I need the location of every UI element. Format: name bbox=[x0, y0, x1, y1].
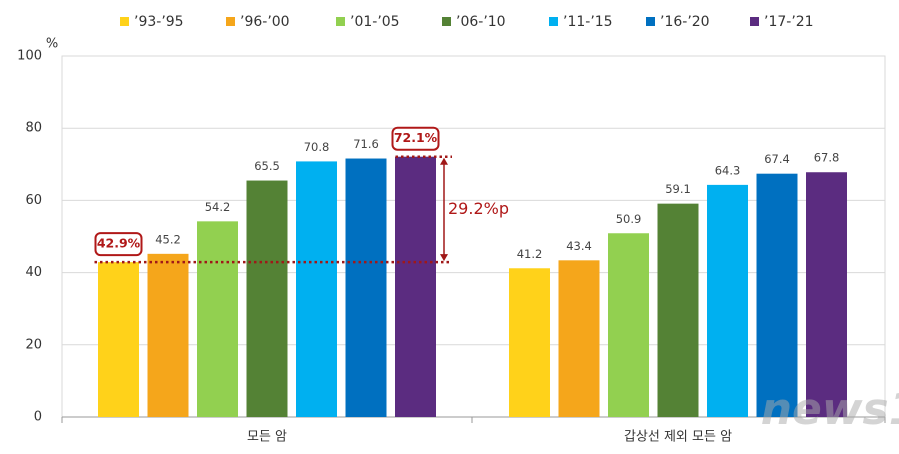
bar bbox=[707, 184, 748, 417]
annotation: 29.2%p bbox=[448, 199, 509, 218]
value-label: 67.4 bbox=[764, 152, 790, 166]
value-label: 54.2 bbox=[205, 200, 231, 214]
y-tick-label: 40 bbox=[25, 265, 42, 280]
bar bbox=[345, 158, 387, 418]
y-tick-label: 100 bbox=[17, 49, 42, 64]
legend-swatch bbox=[226, 17, 235, 26]
bar bbox=[246, 180, 288, 417]
x-tick-label: 모든 암 bbox=[247, 430, 287, 445]
bar bbox=[806, 172, 847, 417]
legend-swatch bbox=[442, 17, 451, 26]
legend-label: ’16-’20 bbox=[660, 14, 710, 30]
bar bbox=[395, 156, 436, 417]
value-label: 45.2 bbox=[155, 232, 181, 246]
legend-label: ’06-’10 bbox=[456, 14, 506, 30]
arrow-head bbox=[440, 254, 448, 262]
value-label: 71.6 bbox=[353, 137, 379, 151]
y-tick-label: 20 bbox=[25, 337, 42, 352]
legend-label: ’93-’95 bbox=[134, 14, 184, 30]
y-tick-label: 0 bbox=[34, 410, 42, 425]
highlight-label: 72.1% bbox=[394, 130, 438, 145]
bar bbox=[558, 260, 600, 417]
y-tick-label: 80 bbox=[25, 121, 42, 136]
arrow-head bbox=[440, 157, 448, 165]
legend-swatch bbox=[750, 17, 759, 26]
legend-label: ’17-’21 bbox=[764, 14, 814, 30]
bar bbox=[296, 161, 337, 417]
watermark: news1 bbox=[761, 384, 899, 435]
bar bbox=[657, 203, 699, 417]
bar bbox=[756, 173, 798, 417]
value-label: 65.5 bbox=[254, 159, 280, 173]
value-label: 41.2 bbox=[517, 247, 543, 261]
value-label: 43.4 bbox=[566, 239, 592, 253]
legend-swatch bbox=[549, 17, 558, 26]
x-tick-label: 갑상선 제외 모든 암 bbox=[624, 430, 732, 445]
highlight-box bbox=[94, 232, 143, 257]
value-label: 67.8 bbox=[814, 151, 840, 165]
bar bbox=[509, 268, 550, 417]
value-label: 64.3 bbox=[715, 163, 741, 177]
bar bbox=[147, 253, 189, 417]
legend-swatch bbox=[336, 17, 345, 26]
legend-swatch bbox=[120, 17, 129, 26]
legend-label: ’11-’15 bbox=[563, 14, 613, 30]
highlight-label: 42.9% bbox=[97, 236, 141, 251]
bar bbox=[608, 233, 649, 417]
y-tick-label: 60 bbox=[25, 193, 42, 208]
y-unit: % bbox=[46, 37, 58, 52]
legend-label: ’96-’00 bbox=[240, 14, 290, 30]
bar bbox=[197, 221, 238, 417]
legend-label: ’01-’05 bbox=[350, 14, 400, 30]
value-label: 59.1 bbox=[665, 182, 691, 196]
bar bbox=[98, 262, 139, 417]
value-label: 70.8 bbox=[304, 140, 330, 154]
value-label: 50.9 bbox=[616, 212, 642, 226]
highlight-box bbox=[391, 126, 440, 151]
legend-swatch bbox=[646, 17, 655, 26]
